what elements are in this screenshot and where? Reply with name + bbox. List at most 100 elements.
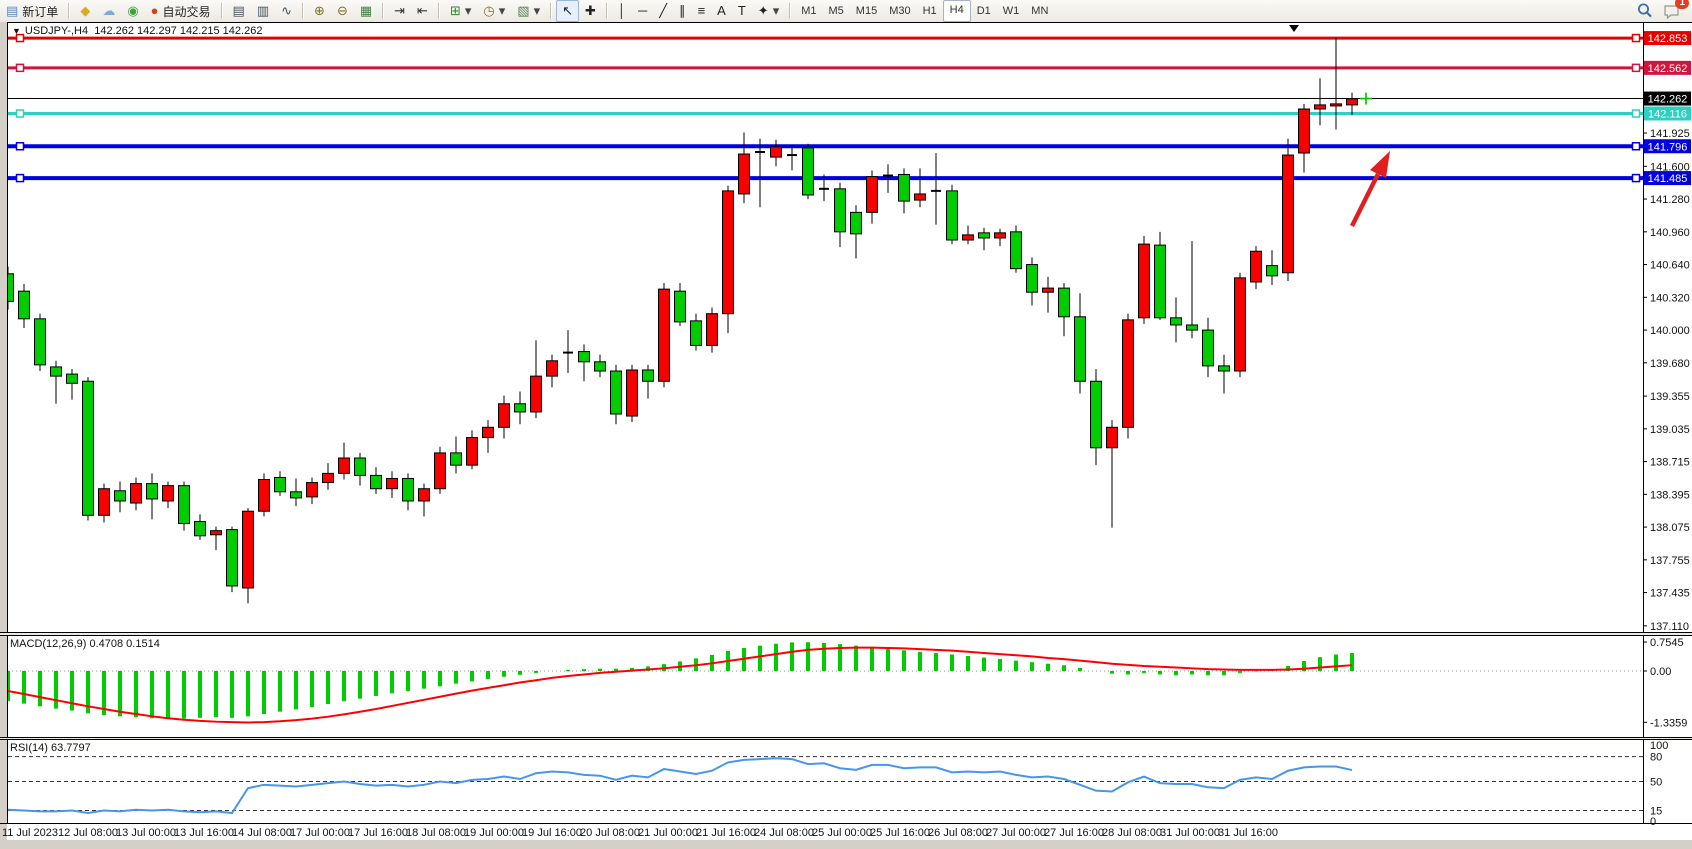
candle — [802, 147, 814, 196]
text-label-icon: T — [737, 3, 746, 18]
channel-tool-button[interactable]: ∥ — [673, 0, 692, 22]
toolbar-separator — [382, 3, 385, 19]
price-tick-label: 138.395 — [1650, 489, 1690, 501]
timeframe-button-m15[interactable]: M15 — [855, 5, 878, 17]
candle — [482, 426, 494, 439]
auto-scroll-button[interactable]: ⇥ — [388, 0, 411, 22]
price-tick-label: 138.075 — [1650, 522, 1690, 534]
signals-icon: ◉ — [127, 3, 139, 18]
price-axis[interactable]: 141.925 141.600 141.280 140.960 140.640 140.3… — [1643, 31, 1691, 633]
object-handle[interactable] — [15, 142, 25, 151]
candle — [1218, 365, 1230, 372]
bar-chart-button[interactable]: ▤ — [227, 0, 251, 22]
trendline-tool-button[interactable]: ╱ — [653, 0, 673, 22]
zoom-in-icon: ⊕ — [314, 3, 325, 18]
timeframe-button-m1[interactable]: M1 — [801, 5, 817, 17]
line-chart-button[interactable]: ∿ — [275, 0, 298, 22]
chat-button[interactable]: 1 — [1662, 0, 1689, 20]
timeframe-button-w1[interactable]: W1 — [1002, 5, 1020, 17]
gold-chart-icon: ◆ — [80, 3, 91, 18]
candle — [1314, 104, 1326, 110]
candle — [386, 477, 398, 490]
object-handle[interactable] — [15, 109, 25, 118]
zoom-out-button[interactable]: ⊖ — [331, 0, 354, 22]
candle — [146, 483, 158, 500]
price-tick-label: 137.110 — [1650, 621, 1689, 633]
chevron-down-icon: ▾ — [464, 3, 472, 18]
templates-button[interactable]: ▧ ▾ — [511, 0, 546, 22]
candle — [8, 273, 14, 302]
timeframe-button-h4[interactable]: H4 — [942, 0, 971, 22]
hline-tool-button[interactable]: ─ — [632, 0, 653, 22]
crosshair-tool-button[interactable]: ✚ — [579, 0, 602, 22]
shapes-tool-button[interactable]: ✦ ▾ — [752, 0, 785, 22]
horizontal-line-objects[interactable] — [8, 33, 1643, 183]
autotrade-label: 自动交易 — [162, 4, 211, 19]
periods-button[interactable]: ◷ ▾ — [477, 0, 511, 22]
price-badge-value: 141.796 — [1648, 141, 1688, 153]
object-handle[interactable] — [15, 33, 25, 43]
candle-chart-button[interactable]: ▥ — [251, 0, 275, 22]
candle — [834, 188, 846, 233]
object-handle[interactable] — [1631, 109, 1641, 118]
candle — [1282, 154, 1294, 274]
charts-button[interactable]: ◆ — [74, 0, 96, 22]
macd-tick-label: 0.00 — [1650, 666, 1671, 678]
object-handle[interactable] — [15, 63, 25, 73]
candle — [1074, 316, 1086, 382]
chart-menu-icon[interactable]: ▼ — [12, 26, 21, 36]
candle — [370, 474, 382, 490]
timeframe-button-m5[interactable]: M5 — [828, 5, 844, 17]
indicators-button[interactable]: ⊞ ▾ — [444, 0, 477, 22]
timeframe-button-d1[interactable]: D1 — [976, 5, 991, 17]
text-tool-button[interactable]: A — [711, 0, 732, 22]
fibonacci-tool-button[interactable]: ≡ — [692, 0, 712, 22]
object-handle[interactable] — [15, 173, 25, 183]
price-badge — [1644, 171, 1691, 186]
time-label: 18 Jul 08:00 — [406, 827, 466, 839]
timeframe-button-mn[interactable]: MN — [1031, 5, 1049, 17]
candle — [530, 375, 542, 413]
object-handle[interactable] — [1631, 173, 1641, 183]
trend-arrow[interactable] — [1349, 151, 1390, 228]
auto-scroll-icon: ⇥ — [394, 3, 406, 18]
candle — [578, 351, 590, 363]
timeframe-button-m30[interactable]: M30 — [889, 5, 911, 17]
price-tick-label: 140.000 — [1650, 325, 1690, 337]
candle — [402, 477, 414, 502]
zoom-in-button[interactable]: ⊕ — [308, 0, 331, 22]
candle — [114, 490, 126, 502]
candle — [18, 290, 30, 320]
chart-symbol-period: USDJPY-,H4 — [24, 25, 89, 37]
candle — [434, 452, 446, 490]
time-label: 21 Jul 00:00 — [638, 827, 698, 839]
tile-windows-icon: ▦ — [359, 3, 373, 18]
price-tick-label: 140.320 — [1650, 292, 1690, 304]
autotrade-button[interactable]: ● 自动交易 — [145, 0, 217, 22]
time-label: 14 Jul 08:00 — [232, 827, 292, 839]
time-label: 27 Jul 16:00 — [1044, 827, 1104, 839]
candle — [898, 174, 910, 202]
search-button[interactable] — [1636, 2, 1654, 20]
toolbar-separator — [220, 3, 223, 19]
signals-button[interactable]: ◉ — [121, 0, 144, 22]
object-handle[interactable] — [1631, 142, 1641, 151]
vline-tool-button[interactable]: │ — [612, 0, 632, 22]
cursor-tool-button[interactable]: ↖ — [556, 0, 579, 22]
time-label: 11 Jul 2023 — [2, 827, 58, 839]
object-handle[interactable] — [1631, 63, 1641, 73]
chart-shift-button[interactable]: ⇤ — [411, 0, 434, 22]
trendline-icon: ╱ — [659, 3, 668, 18]
timeframe-button-h1[interactable]: H1 — [922, 5, 937, 17]
chart-shift-marker[interactable] — [1289, 25, 1299, 32]
candle — [1138, 243, 1150, 319]
profiles-button[interactable]: ☁ — [96, 0, 121, 22]
label-tool-button[interactable]: T — [732, 0, 752, 22]
tile-windows-button[interactable]: ▦ — [354, 0, 378, 22]
object-handle[interactable] — [1631, 33, 1641, 43]
candle — [50, 366, 62, 377]
new-order-button[interactable]: ▤ 新订单 — [0, 0, 64, 22]
main-toolbar: ▤ 新订单 ◆ ☁ ◉ ● 自动交易 ▤ ▥ ∿ ⊕ ⊖ ▦ ⇥ ⇤ ⊞ ▾ — [0, 0, 1692, 23]
